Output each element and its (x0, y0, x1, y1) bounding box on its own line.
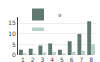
svg-text:15: 15 (8, 19, 16, 26)
svg-text:3: 3 (40, 56, 44, 62)
svg-text:5: 5 (12, 41, 16, 48)
svg-text:4: 4 (50, 56, 54, 62)
svg-text:10: 10 (8, 30, 16, 37)
svg-text:6: 6 (70, 56, 74, 62)
svg-text:8: 8 (89, 56, 93, 62)
svg-text:1: 1 (21, 56, 25, 62)
svg-text:0: 0 (12, 51, 16, 58)
svg-text:ν: ν (58, 11, 62, 18)
svg-text:7: 7 (79, 56, 83, 62)
svg-text:2: 2 (31, 56, 35, 62)
svg-text:5: 5 (60, 56, 64, 62)
svg-text:γ₁: γ₁ (58, 30, 65, 31)
